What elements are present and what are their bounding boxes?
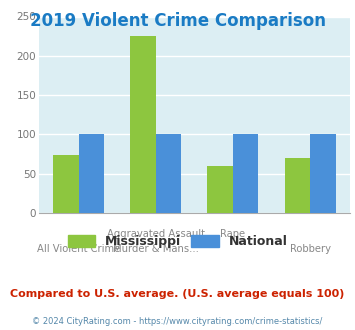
Text: Murder & Mans...: Murder & Mans... (113, 244, 199, 254)
Text: Aggravated Assault: Aggravated Assault (107, 229, 205, 239)
Text: Robbery: Robbery (290, 244, 331, 254)
Bar (53, 155, 78, 213)
Bar (285, 158, 310, 213)
Bar (233, 134, 258, 213)
Legend: Mississippi, National: Mississippi, National (62, 230, 293, 253)
Text: Rape: Rape (220, 229, 246, 239)
Text: 2019 Violent Crime Comparison: 2019 Violent Crime Comparison (29, 12, 326, 30)
Text: All Violent Crime: All Violent Crime (37, 244, 120, 254)
Bar (310, 134, 335, 213)
Bar (156, 134, 181, 213)
Text: © 2024 CityRating.com - https://www.cityrating.com/crime-statistics/: © 2024 CityRating.com - https://www.city… (32, 317, 323, 326)
Bar (130, 36, 156, 213)
Text: Compared to U.S. average. (U.S. average equals 100): Compared to U.S. average. (U.S. average … (10, 289, 345, 299)
Bar (78, 134, 104, 213)
Bar (207, 166, 233, 213)
